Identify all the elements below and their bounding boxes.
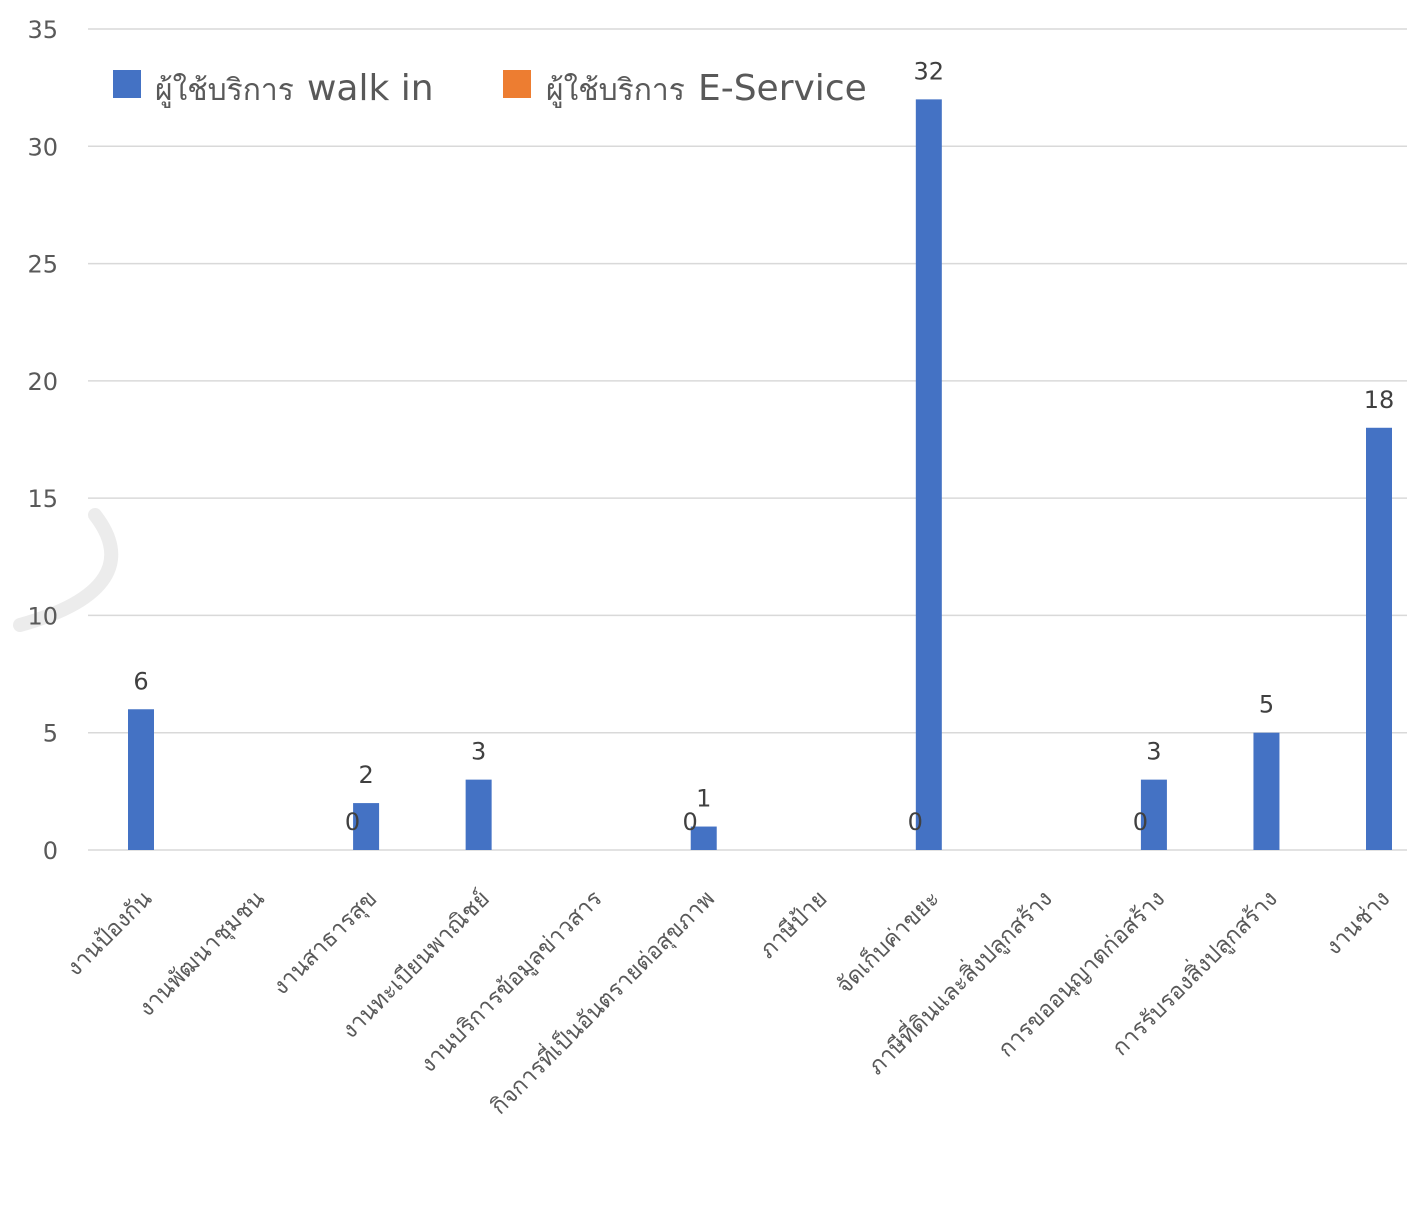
x-category-label: ภาษีที่ดินและสิ่งปลูกสร้าง <box>860 883 1057 1080</box>
x-category-label: งานบริการข้อมูลข่าวสาร <box>415 886 607 1078</box>
bar-walk-in <box>915 99 942 850</box>
bar-walk-in <box>353 803 380 850</box>
bar-walk-in <box>1140 779 1167 850</box>
x-category-label: งานสาธารสุข <box>268 886 382 1000</box>
data-label: 6 <box>133 667 148 695</box>
data-label: 0 <box>345 808 360 836</box>
y-tick-label: 0 <box>43 837 58 865</box>
y-axis-tick-labels: 0 5 10 15 20 25 30 35 <box>27 16 58 865</box>
bars <box>128 99 1392 850</box>
x-category-label: งานป้องกัน <box>62 886 158 982</box>
gridlines <box>88 28 1407 851</box>
bar-walk-in <box>690 826 717 850</box>
data-label: 0 <box>683 808 698 836</box>
legend: ผู้ใช้บริการ walk in ผู้ใช้บริการ E-Serv… <box>113 68 867 109</box>
data-label: 18 <box>1364 386 1395 414</box>
bar-walk-in <box>1366 427 1392 850</box>
y-tick-label: 15 <box>27 485 58 513</box>
y-tick-label: 5 <box>43 720 58 748</box>
x-category-label: ภาษีป้าย <box>755 886 833 964</box>
legend-prefix-e-service: ผู้ใช้บริการ <box>546 73 685 108</box>
data-label: 3 <box>471 738 486 766</box>
legend-suffix-walk-in: walk in <box>307 68 434 109</box>
bar-walk-in <box>128 709 154 850</box>
y-tick-label: 10 <box>27 602 58 630</box>
x-axis-category-labels: งานป้องกันงานพัฒนาชุมชนงานสาธารสุขงานทะเ… <box>62 883 1396 1120</box>
data-label: 2 <box>358 761 373 789</box>
decorative-arc <box>13 508 119 632</box>
legend-label-e-service: ผู้ใช้บริการ E-Service <box>546 68 867 109</box>
y-tick-label: 25 <box>27 251 58 279</box>
x-category-label: กิจการที่เป็นอันตรายต่อสุขภาพ <box>483 883 720 1120</box>
y-tick-label: 20 <box>27 368 58 396</box>
data-label: 1 <box>696 785 711 813</box>
legend-label-walk-in: ผู้ใช้บริการ walk in <box>155 68 434 109</box>
bar-walk-in <box>465 779 492 850</box>
legend-suffix-e-service: E-Service <box>698 68 867 109</box>
legend-swatch-e-service <box>503 70 531 98</box>
legend-prefix-walk-in: ผู้ใช้บริการ <box>155 73 294 108</box>
data-label: 0 <box>1133 808 1148 836</box>
data-label: 0 <box>908 808 923 836</box>
y-tick-label: 30 <box>27 133 58 161</box>
data-label: 3 <box>1146 738 1161 766</box>
x-category-label: จัดเก็บค่าขยะ <box>829 884 945 1000</box>
bar-walk-in <box>1253 732 1280 850</box>
data-label: 5 <box>1259 691 1274 719</box>
x-category-label: งานช่าง <box>1321 886 1396 961</box>
y-tick-label: 35 <box>27 16 58 44</box>
data-label: 32 <box>914 57 945 85</box>
legend-swatch-walk-in <box>113 70 141 98</box>
